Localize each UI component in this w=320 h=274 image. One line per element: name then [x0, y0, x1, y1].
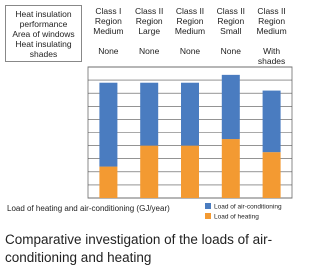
- column-header: Class II Region Medium None: [168, 6, 212, 56]
- windows-label: Small: [220, 26, 242, 36]
- chart: Load of air-conditioning Load of heating: [87, 66, 293, 221]
- windows-label: Medium: [93, 26, 124, 36]
- windows-label: Medium: [174, 26, 206, 36]
- bar-segment: [262, 152, 281, 198]
- bar-segment: [181, 82, 199, 146]
- caption: Comparative investigation of the loads o…: [5, 232, 273, 265]
- bar-segment: [221, 74, 240, 140]
- row-label: Area of windows: [12, 28, 75, 39]
- insulation-label: Class II Region: [257, 6, 286, 26]
- row-label: Heat insulating shades: [15, 38, 72, 59]
- bar-segment: [140, 82, 159, 146]
- windows-label: Medium: [256, 26, 287, 36]
- shades-label: With shades: [257, 46, 286, 66]
- shades-label: None: [179, 46, 201, 56]
- legend-swatch: [205, 203, 211, 209]
- bar-segment: [99, 82, 118, 167]
- bar-segment: [221, 139, 240, 198]
- column-header: Class II Region Large None: [127, 6, 171, 56]
- bar-segment: [99, 166, 118, 198]
- insulation-label: Class II Region: [175, 6, 205, 26]
- page: Heat insulation performance Area of windo…: [5, 5, 294, 265]
- legend-label: Load of heating: [214, 214, 259, 221]
- insulation-label: Class II Region: [135, 6, 164, 26]
- insulation-label: Class I Region: [94, 6, 122, 26]
- shades-label: None: [220, 46, 241, 56]
- shades-label: None: [139, 46, 160, 56]
- legend-swatch: [205, 213, 211, 219]
- shades-label: None: [98, 46, 119, 56]
- bar-segment: [262, 90, 281, 153]
- column-header: Class II Region Medium With shades: [250, 6, 294, 66]
- insulation-label: Class II Region: [216, 6, 245, 26]
- bar-segment: [181, 145, 199, 198]
- legend-label: Load of air-conditioning: [214, 204, 282, 211]
- row-label: Heat insulation performance: [15, 8, 72, 29]
- column-header: Class I Region Medium None: [86, 6, 130, 56]
- x-axis-label: Load of heating and air-conditioning (GJ…: [7, 204, 170, 213]
- row-label-box: Heat insulation performance Area of windo…: [5, 5, 82, 62]
- windows-label: Large: [138, 26, 161, 36]
- column-header: Class II Region Small None: [209, 6, 253, 56]
- bar-segment: [140, 145, 159, 198]
